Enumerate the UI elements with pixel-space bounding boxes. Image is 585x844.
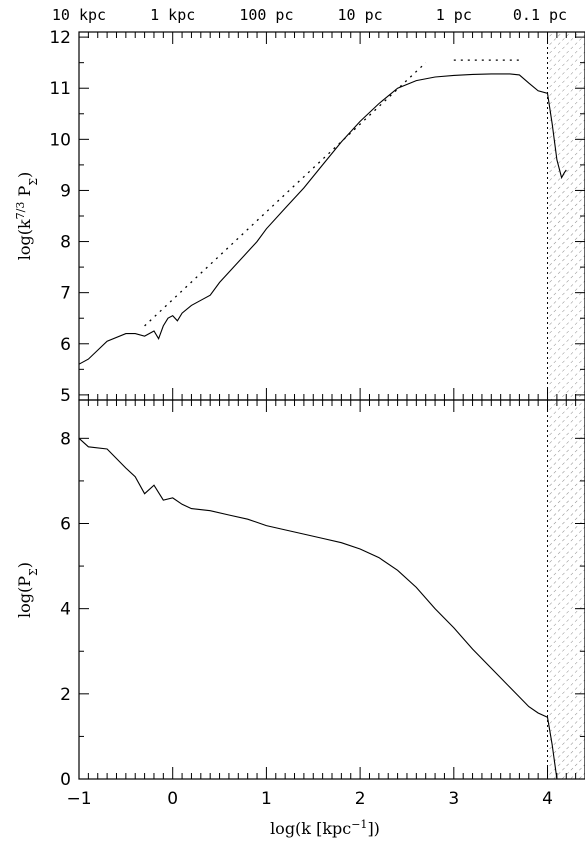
- shaded-region: [547, 400, 585, 779]
- top-y-axis-title: log(k7/3 PΣ): [14, 172, 40, 261]
- top-axis-label: 0.1 pc: [513, 6, 567, 24]
- top-panel-frame: [78, 31, 585, 401]
- y-tick-label: 2: [60, 685, 71, 705]
- y-tick-label: 6: [60, 335, 71, 355]
- data-series: [78, 73, 567, 365]
- x-tick-label: 3: [448, 789, 459, 809]
- top-axis-label: 10 kpc: [52, 6, 106, 24]
- top-axis-label: 100 pc: [239, 6, 293, 24]
- y-tick-label: 7: [60, 284, 71, 304]
- x-tick-label: −1: [66, 789, 91, 809]
- y-tick-label: 8: [60, 429, 71, 449]
- shaded-region: [547, 32, 585, 400]
- x-tick-label: 1: [261, 789, 272, 809]
- bottom-y-axis-title: log(PΣ): [15, 562, 40, 618]
- y-tick-label: 5: [60, 386, 71, 406]
- y-tick-label: 11: [49, 79, 71, 99]
- top-axis-label: 10 pc: [338, 6, 383, 24]
- x-tick-label: 4: [542, 789, 553, 809]
- bottom-panel-frame: [78, 399, 585, 780]
- x-tick-label: 2: [355, 789, 366, 809]
- y-tick-label: 12: [49, 28, 71, 48]
- top-axis-label: 1 kpc: [150, 6, 195, 24]
- y-tick-label: 6: [60, 514, 71, 534]
- x-tick-label: 0: [167, 789, 178, 809]
- x-axis-title: log(k [kpc−1]): [270, 818, 380, 839]
- y-tick-label: 9: [60, 181, 71, 201]
- y-tick-label: 4: [60, 600, 71, 620]
- top-axis-labels: 10 kpc 1 kpc 100 pc 10 pc 1 pc 0.1 pc: [52, 6, 567, 24]
- data-series: [78, 437, 558, 780]
- y-tick-label: 0: [60, 770, 71, 790]
- reference-line: [144, 62, 427, 327]
- y-tick-label: 8: [60, 233, 71, 253]
- top-panel: 5 6 7 8 9 10 11 12: [49, 28, 585, 406]
- top-axis-label: 1 pc: [436, 6, 472, 24]
- y-tick-label: 10: [49, 130, 71, 150]
